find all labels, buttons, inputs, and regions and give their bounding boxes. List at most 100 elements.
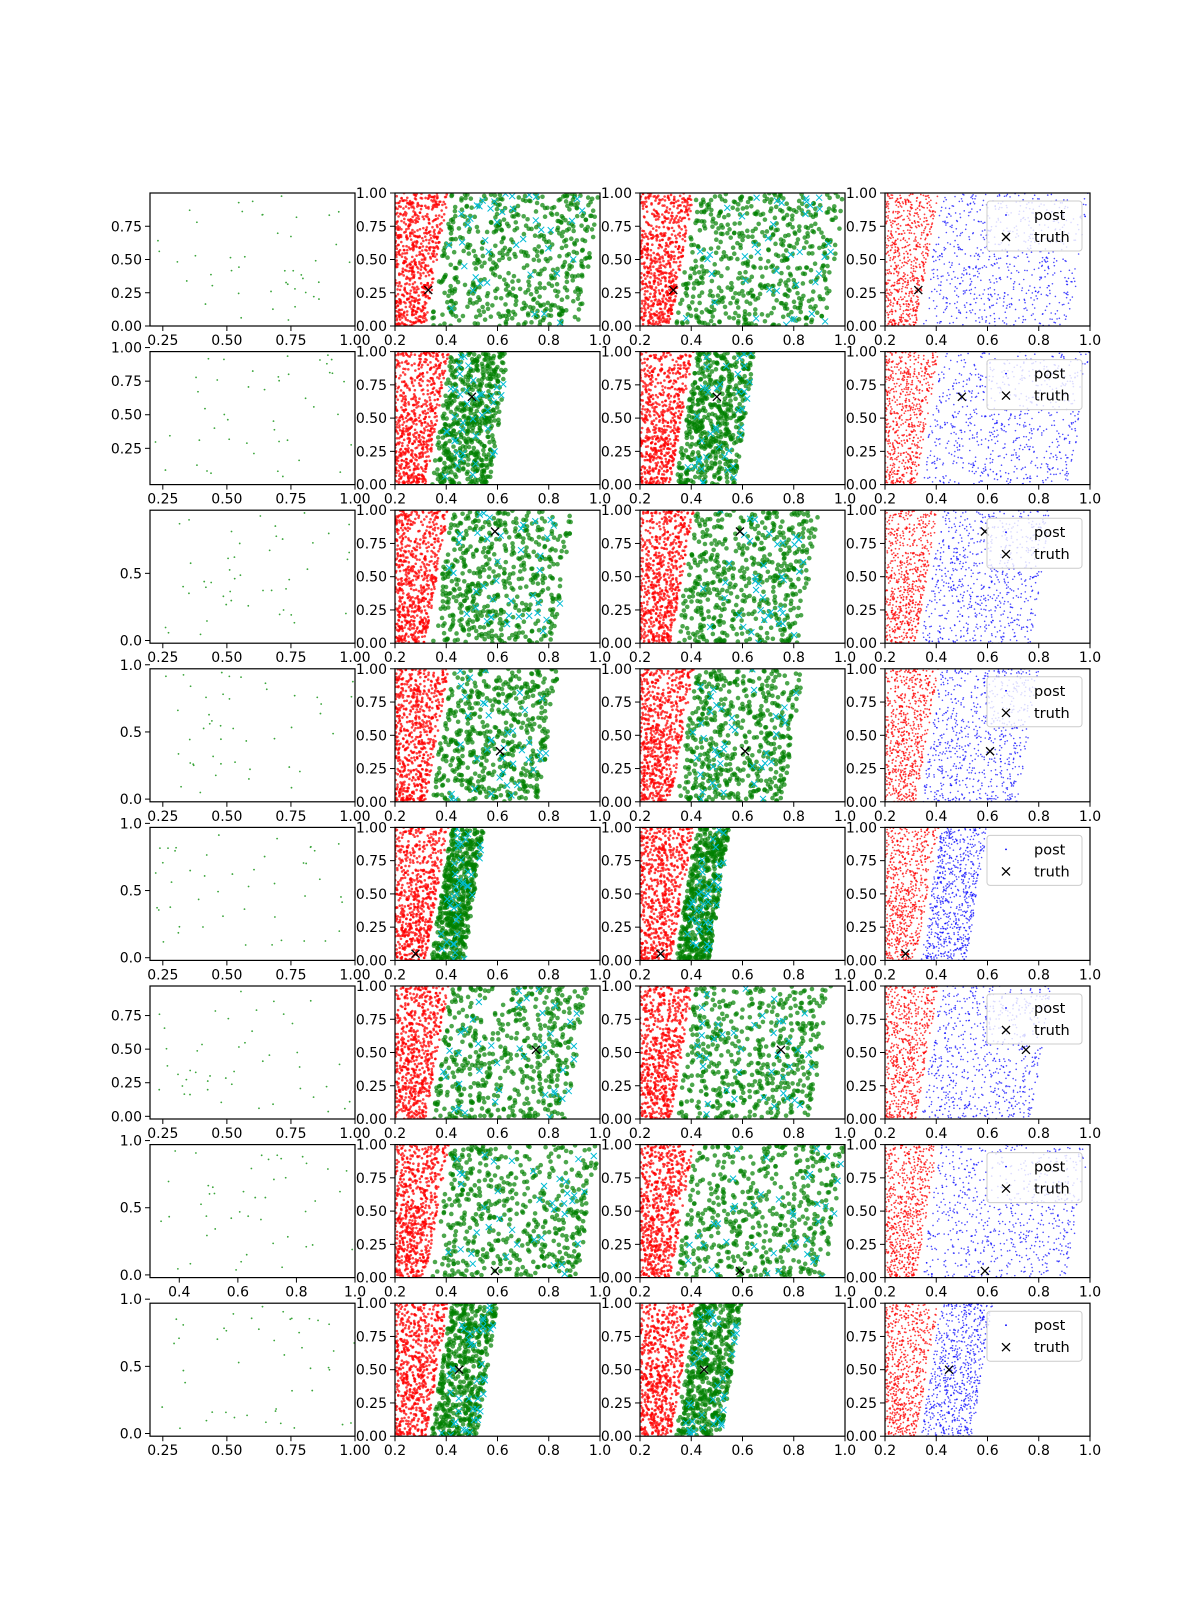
red-sample bbox=[641, 318, 645, 322]
red-sample bbox=[395, 263, 398, 267]
red-sample bbox=[397, 314, 401, 317]
observed-point bbox=[194, 254, 197, 257]
observed-point bbox=[154, 441, 157, 443]
red-sample bbox=[411, 243, 415, 246]
red-sample bbox=[410, 277, 413, 280]
observed-point bbox=[319, 359, 321, 361]
red-sample bbox=[667, 245, 670, 248]
posterior-sample bbox=[937, 243, 940, 246]
green-sample bbox=[721, 214, 727, 220]
posterior-sample bbox=[952, 321, 955, 324]
subplot-r2-c1: 0.25 0.50 0.75 1.000.250.500.751.00 bbox=[111, 341, 371, 508]
green-sample bbox=[451, 249, 457, 255]
green-sample bbox=[709, 278, 715, 284]
y-tick-label: 0.25 bbox=[111, 286, 142, 302]
red-sample bbox=[681, 249, 685, 252]
posterior-sample bbox=[989, 314, 992, 317]
red-sample bbox=[907, 199, 910, 202]
red-sample bbox=[647, 237, 650, 241]
green-sample bbox=[824, 193, 830, 197]
posterior-sample bbox=[1048, 302, 1051, 305]
red-sample bbox=[397, 215, 400, 218]
cyan-marker bbox=[540, 310, 548, 318]
red-sample bbox=[668, 275, 672, 279]
posterior-sample bbox=[984, 321, 987, 323]
posterior-sample bbox=[1006, 276, 1009, 278]
green-sample bbox=[565, 203, 570, 209]
red-sample bbox=[894, 251, 897, 254]
posterior-sample bbox=[955, 227, 958, 230]
green-sample bbox=[440, 312, 445, 317]
red-sample bbox=[418, 227, 422, 231]
green-sample bbox=[446, 293, 451, 299]
red-sample bbox=[902, 264, 905, 267]
red-sample bbox=[428, 448, 432, 451]
red-sample bbox=[924, 237, 927, 240]
green-sample bbox=[582, 238, 588, 244]
green-sample bbox=[475, 229, 481, 234]
red-sample bbox=[653, 271, 656, 275]
red-sample bbox=[914, 212, 916, 215]
red-sample bbox=[653, 256, 657, 260]
observed-point bbox=[331, 372, 334, 375]
red-sample bbox=[431, 431, 434, 434]
red-sample bbox=[678, 231, 682, 235]
green-sample bbox=[521, 321, 527, 326]
green-sample bbox=[448, 409, 454, 415]
cyan-marker bbox=[493, 218, 501, 226]
green-sample bbox=[727, 227, 732, 232]
red-sample bbox=[888, 320, 891, 323]
red-sample bbox=[401, 415, 404, 419]
red-sample bbox=[888, 288, 891, 291]
red-sample bbox=[664, 291, 668, 294]
red-sample bbox=[404, 222, 408, 226]
green-sample bbox=[537, 302, 543, 308]
posterior-sample bbox=[970, 196, 972, 199]
green-sample bbox=[697, 228, 703, 233]
posterior-sample bbox=[1072, 277, 1075, 280]
red-sample bbox=[429, 419, 433, 423]
green-sample bbox=[737, 231, 742, 236]
green-sample bbox=[737, 221, 742, 226]
posterior-sample bbox=[973, 298, 975, 300]
red-sample bbox=[686, 208, 689, 212]
posterior-sample bbox=[963, 267, 966, 269]
green-sample bbox=[725, 222, 731, 228]
red-sample bbox=[672, 201, 676, 205]
y-tick-label: 1.00 bbox=[846, 186, 877, 202]
green-sample bbox=[574, 213, 580, 219]
red-sample bbox=[921, 224, 923, 227]
red-sample bbox=[646, 242, 650, 245]
red-sample bbox=[404, 351, 408, 355]
green-sample bbox=[728, 287, 734, 292]
posterior-sample bbox=[1040, 265, 1043, 268]
red-sample bbox=[436, 397, 440, 401]
cyan-marker bbox=[498, 208, 506, 216]
red-sample bbox=[419, 419, 422, 423]
green-sample bbox=[736, 202, 741, 207]
red-sample bbox=[891, 226, 893, 228]
red-sample bbox=[431, 219, 435, 223]
red-sample bbox=[893, 243, 896, 246]
red-sample bbox=[407, 354, 410, 358]
posterior-sample bbox=[940, 320, 942, 323]
red-sample bbox=[913, 259, 915, 262]
red-sample bbox=[400, 227, 403, 231]
red-sample bbox=[410, 454, 414, 457]
subplot-r1-c1: 0.25 0.50 0.75 1.000.000.250.500.75 bbox=[111, 192, 371, 349]
red-sample bbox=[410, 299, 414, 303]
posterior-sample bbox=[965, 268, 967, 271]
posterior-sample bbox=[1002, 297, 1005, 300]
red-sample bbox=[417, 473, 420, 476]
red-sample bbox=[665, 321, 669, 324]
green-sample bbox=[565, 294, 570, 300]
posterior-sample bbox=[968, 236, 970, 238]
posterior-sample bbox=[1051, 318, 1053, 321]
green-sample bbox=[565, 193, 570, 198]
red-sample bbox=[906, 253, 909, 255]
green-sample bbox=[791, 277, 797, 283]
red-sample bbox=[411, 377, 414, 381]
posterior-sample bbox=[956, 235, 958, 237]
posterior-sample bbox=[944, 247, 947, 250]
green-sample bbox=[803, 316, 809, 321]
